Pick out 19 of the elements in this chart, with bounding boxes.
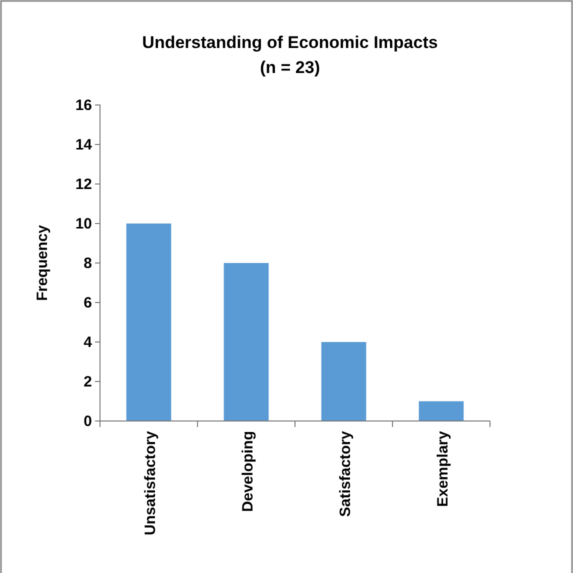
- bar: [126, 224, 172, 421]
- x-tick-label: Exemplary: [434, 430, 452, 507]
- x-tick-label: Satisfactory: [336, 430, 354, 517]
- y-tick-label: 4: [84, 334, 93, 351]
- y-axis-title: Frequency: [34, 224, 51, 301]
- y-tick-label: 2: [84, 373, 92, 390]
- chart-title: Understanding of Economic Impacts (n = 23): [142, 33, 438, 77]
- y-tick-label: 12: [75, 176, 92, 193]
- y-tick-label: 14: [75, 136, 93, 154]
- y-tick-label: 16: [75, 96, 92, 114]
- x-tick-label: Unsatisfactory: [142, 430, 159, 536]
- bar: [224, 263, 269, 421]
- bar: [321, 342, 366, 421]
- y-tick-label: 8: [84, 254, 92, 272]
- x-tick-label: Developing: [239, 431, 256, 512]
- y-tick-label: 6: [84, 294, 92, 312]
- y-tick-label: 10: [75, 215, 92, 232]
- bar: [418, 401, 464, 421]
- y-tick-label: 0: [84, 412, 92, 430]
